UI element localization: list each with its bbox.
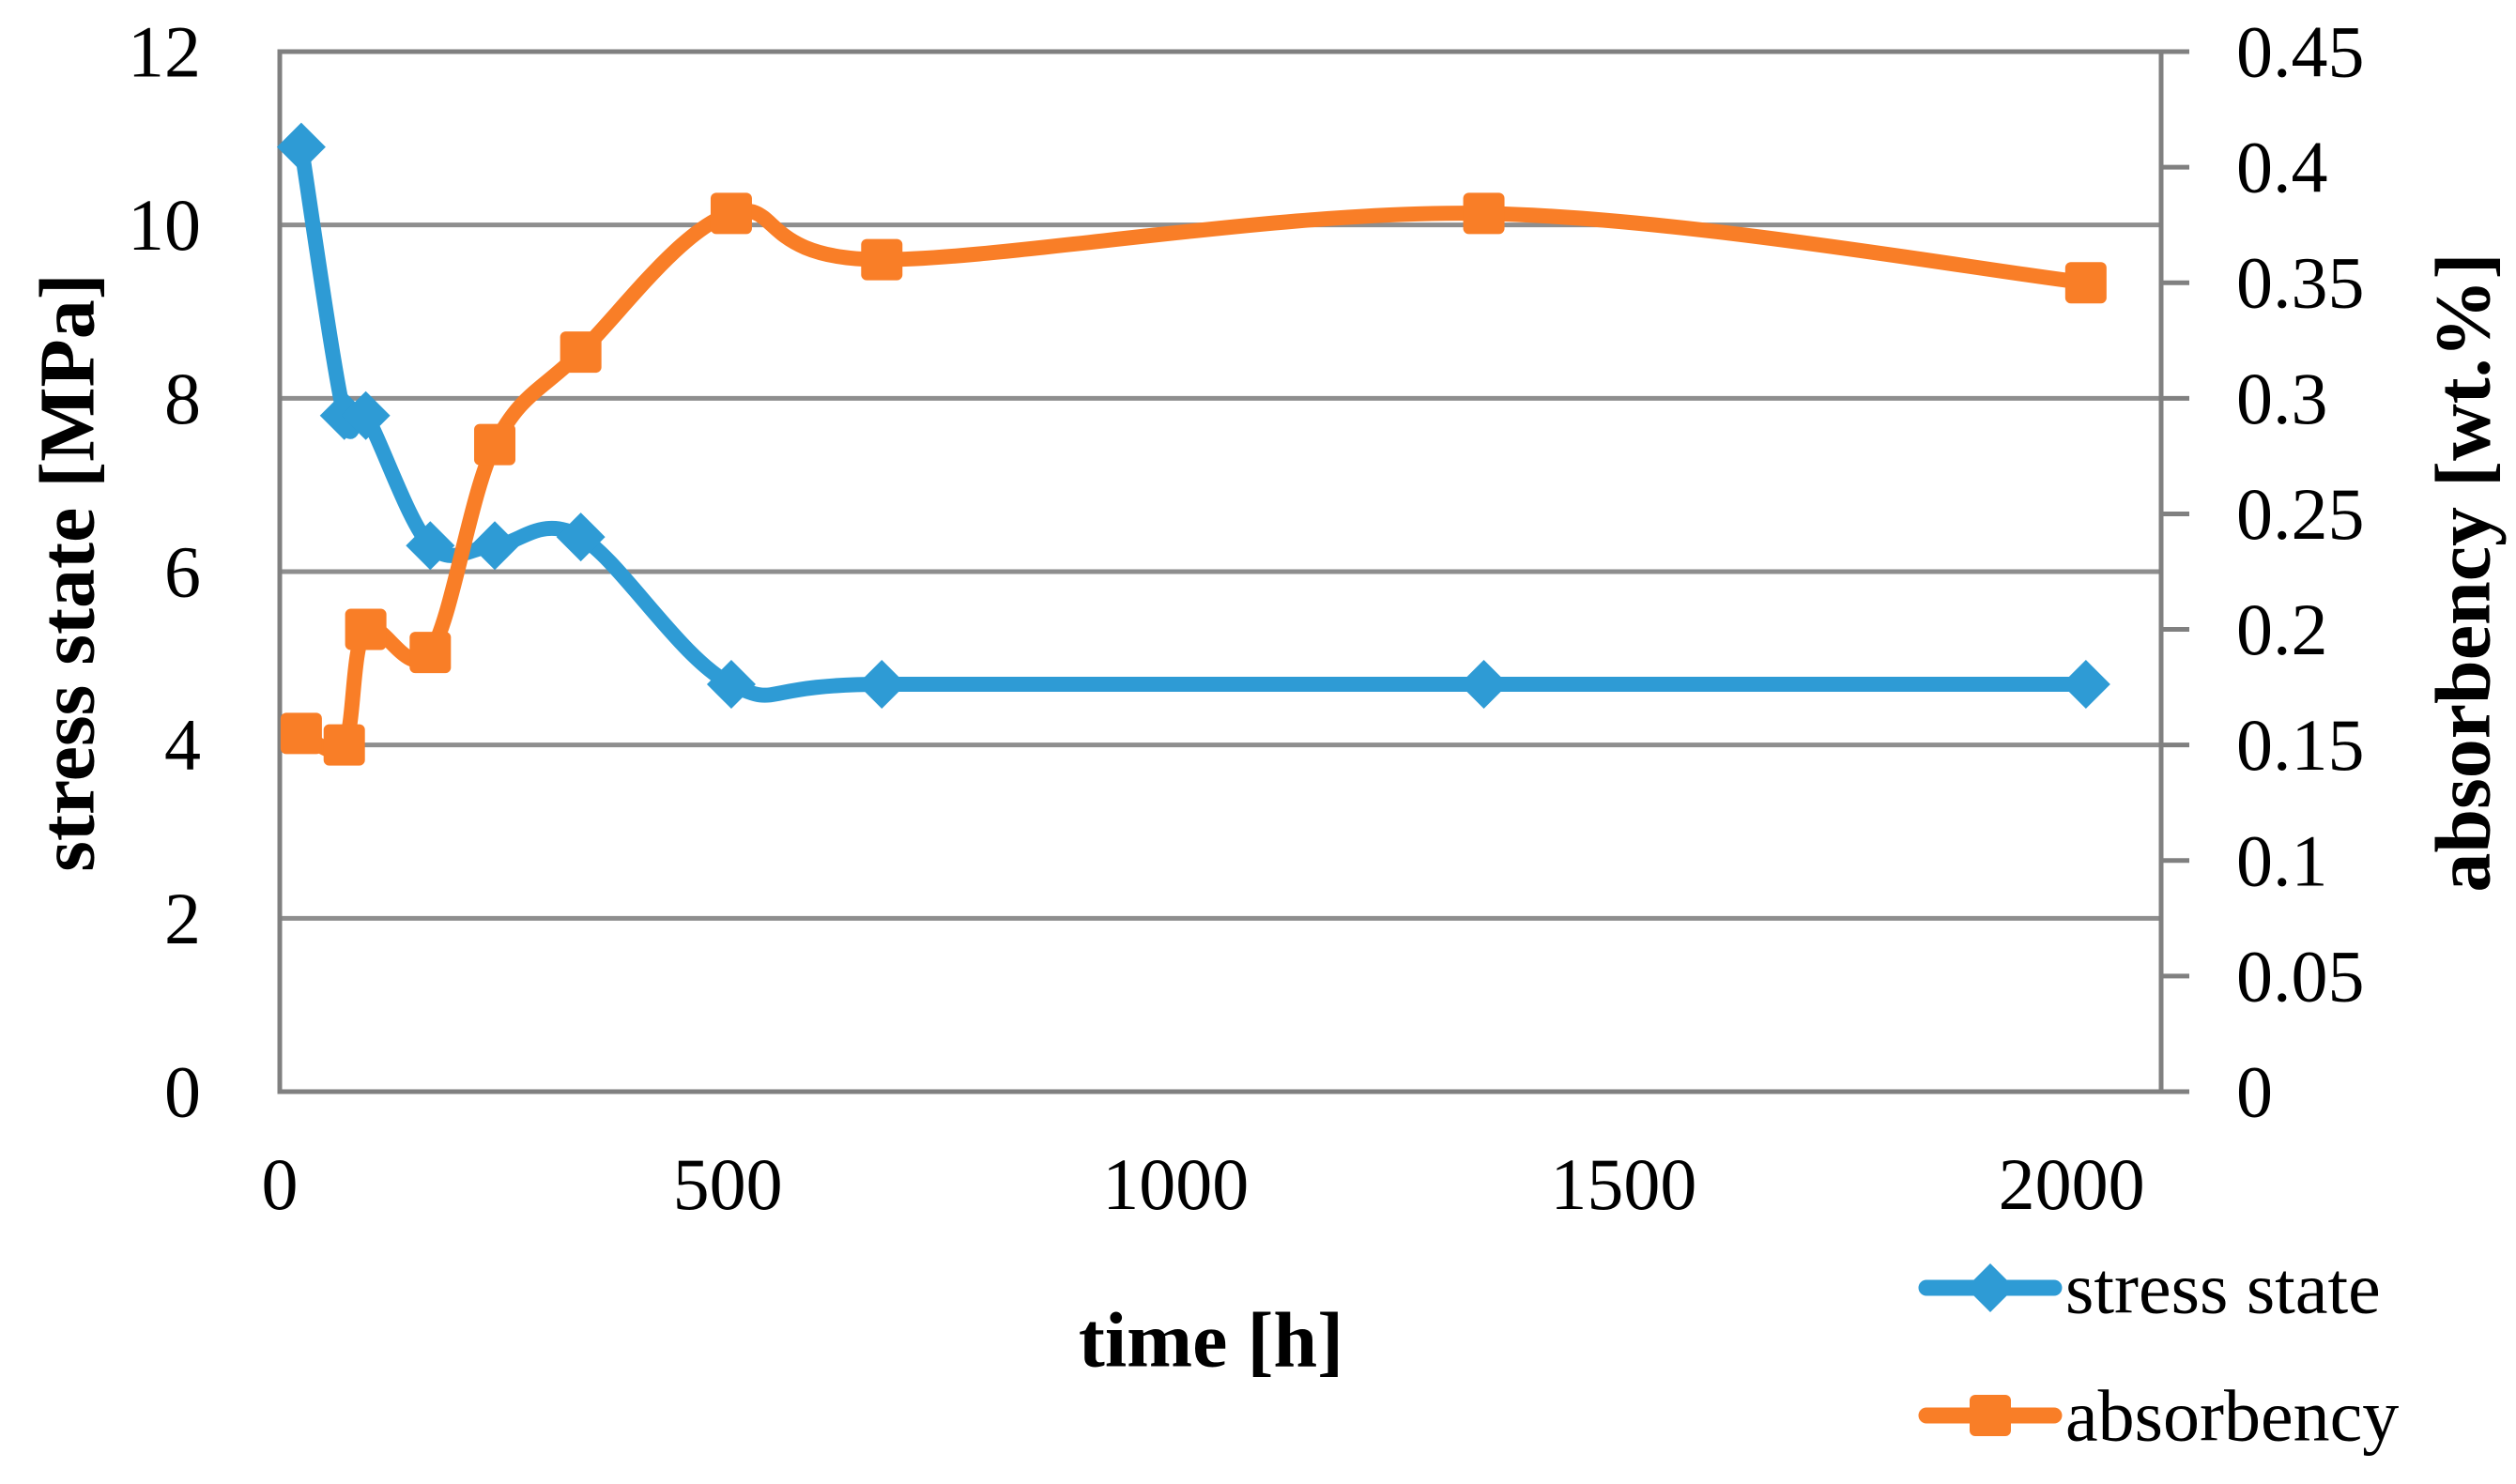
x-axis-tick-label: 500	[673, 1143, 783, 1225]
data-series	[276, 122, 2110, 766]
right-axis-tick-label: 0.05	[2236, 935, 2365, 1017]
x-axis-tick-label: 0	[262, 1143, 299, 1225]
series-stress-state	[276, 122, 2110, 710]
left-axis-tick-label: 8	[164, 358, 201, 439]
right-axis-tick-label: 0.3	[2236, 358, 2328, 439]
right-axis-tick-label: 0.45	[2236, 11, 2365, 93]
x-axis-tick-label: 2000	[1999, 1143, 2145, 1225]
left-axis-tick-label: 10	[128, 184, 201, 266]
series-absorbency	[280, 192, 2107, 766]
y-axis-title-right: absorbency [wt.%]	[2420, 252, 2508, 892]
stress-state-marker	[1459, 660, 1509, 710]
absorbency-line	[293, 203, 2094, 758]
right-axis-tick-label: 0	[2236, 1051, 2273, 1133]
absorbency-line-swatch	[1918, 1395, 2063, 1436]
stress-state-marker	[706, 660, 756, 710]
left-axis-tick-label: 4	[164, 704, 201, 786]
left-axis-tick-label: 2	[164, 878, 201, 959]
stress-state-marker	[470, 521, 520, 571]
stress-state-marker	[2061, 660, 2110, 710]
stress-state-marker	[341, 390, 391, 440]
stress-state-marker	[857, 660, 907, 710]
absorbency-marker	[560, 331, 602, 374]
stress-state-line-swatch	[1918, 1263, 2063, 1312]
tick-labels: 0.45 0.4 0.35 0.3 0.25 0.2 0.15 0.1 0.05 0 12 10 8 6 4…	[128, 11, 2365, 1226]
absorbency-marker	[323, 724, 365, 766]
absorbency-marker	[345, 608, 387, 650]
left-axis-tick-label: 12	[128, 11, 201, 93]
right-axis-tick-label: 0.2	[2236, 589, 2328, 670]
absorbency-marker	[474, 423, 516, 466]
right-axis-tick-label: 0.35	[2236, 242, 2365, 324]
absorbency-marker	[1463, 192, 1505, 235]
legend-item-absorbency: absorbency	[1918, 1375, 2399, 1457]
legend-label-stress-state: stress state	[2065, 1247, 2381, 1329]
stress-state-marker	[406, 521, 455, 571]
x-axis-tick-label: 1500	[1550, 1143, 1696, 1225]
stress-state-marker	[276, 122, 326, 172]
right-axis-tick-label: 0.25	[2236, 473, 2365, 555]
right-axis-tick-label: 0.4	[2236, 127, 2328, 208]
absorbency-marker	[280, 712, 322, 755]
absorbency-marker	[710, 192, 752, 235]
absorbency-marker	[861, 238, 903, 281]
axes	[277, 49, 2189, 1094]
right-axis-tick-label: 0.15	[2236, 704, 2365, 786]
x-axis-tick-label: 1000	[1102, 1143, 1249, 1225]
left-axis-tick-label: 0	[164, 1051, 201, 1133]
legend-swatch-marker	[1966, 1263, 2015, 1312]
y-axis-title-left: stress state [MPa]	[24, 273, 112, 872]
legend-label-absorbency: absorbency	[2065, 1375, 2399, 1457]
legend: stress state absorbency	[1918, 1247, 2399, 1457]
gridlines	[280, 49, 2161, 1094]
left-axis-tick-label: 6	[164, 531, 201, 613]
absorbency-marker	[409, 632, 452, 674]
plot-border	[277, 49, 2164, 1094]
legend-swatch-marker	[1970, 1395, 2011, 1436]
legend-item-stress-state: stress state	[1918, 1247, 2381, 1329]
absorbency-marker	[2064, 262, 2107, 304]
x-axis-title: time [h]	[1079, 1297, 1343, 1385]
stress-state-marker	[556, 513, 606, 562]
right-axis-tick-label: 0.1	[2236, 819, 2328, 901]
